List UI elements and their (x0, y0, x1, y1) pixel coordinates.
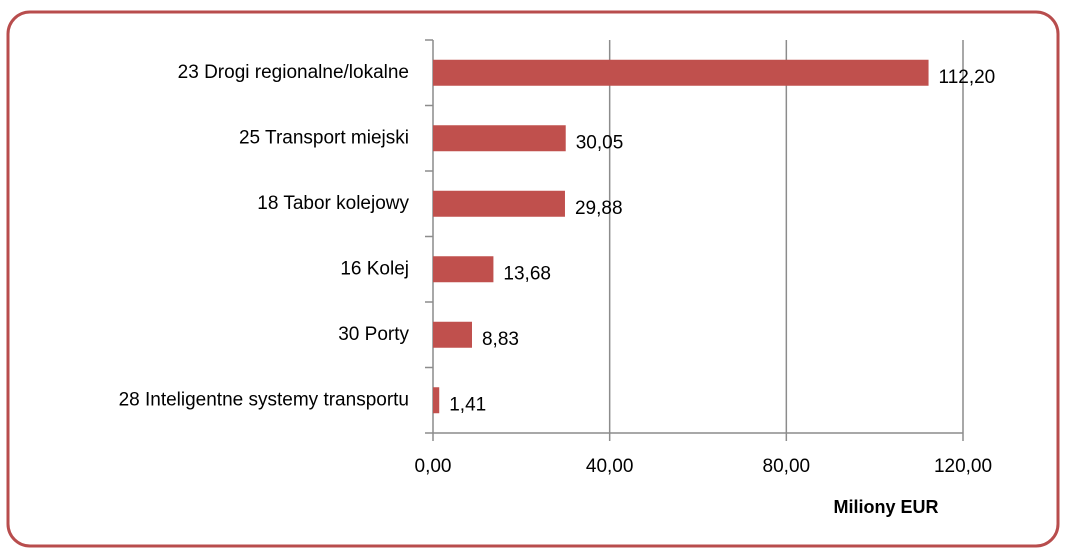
data-label: 112,20 (939, 67, 996, 88)
y-tick-label: 25 Transport miejski (239, 127, 409, 148)
y-tick-label: 30 Porty (338, 324, 409, 345)
data-label: 1,41 (449, 394, 486, 415)
bar (433, 125, 566, 152)
chart-border (6, 10, 1060, 548)
y-tick-label: 16 Kolej (340, 258, 409, 279)
x-tick-label: 80,00 (763, 456, 811, 477)
x-tick-label: 0,00 (415, 456, 452, 477)
x-tick-label: 40,00 (586, 456, 634, 477)
data-label: 30,05 (576, 132, 624, 153)
bar (433, 190, 565, 217)
bar (433, 387, 440, 414)
y-tick-label: 23 Drogi regionalne/lokalne (178, 62, 409, 83)
y-tick-label: 28 Inteligentne systemy transportu (119, 389, 409, 410)
bar (433, 321, 472, 348)
y-tick-label: 18 Tabor kolejowy (257, 193, 409, 214)
bar (433, 256, 494, 283)
x-tick-label: 120,00 (934, 456, 992, 477)
bar (433, 59, 929, 86)
data-label: 29,88 (575, 198, 623, 219)
x-axis-title: Miliony EUR (833, 497, 938, 517)
data-label: 8,83 (482, 329, 519, 350)
data-label: 13,68 (503, 263, 551, 284)
